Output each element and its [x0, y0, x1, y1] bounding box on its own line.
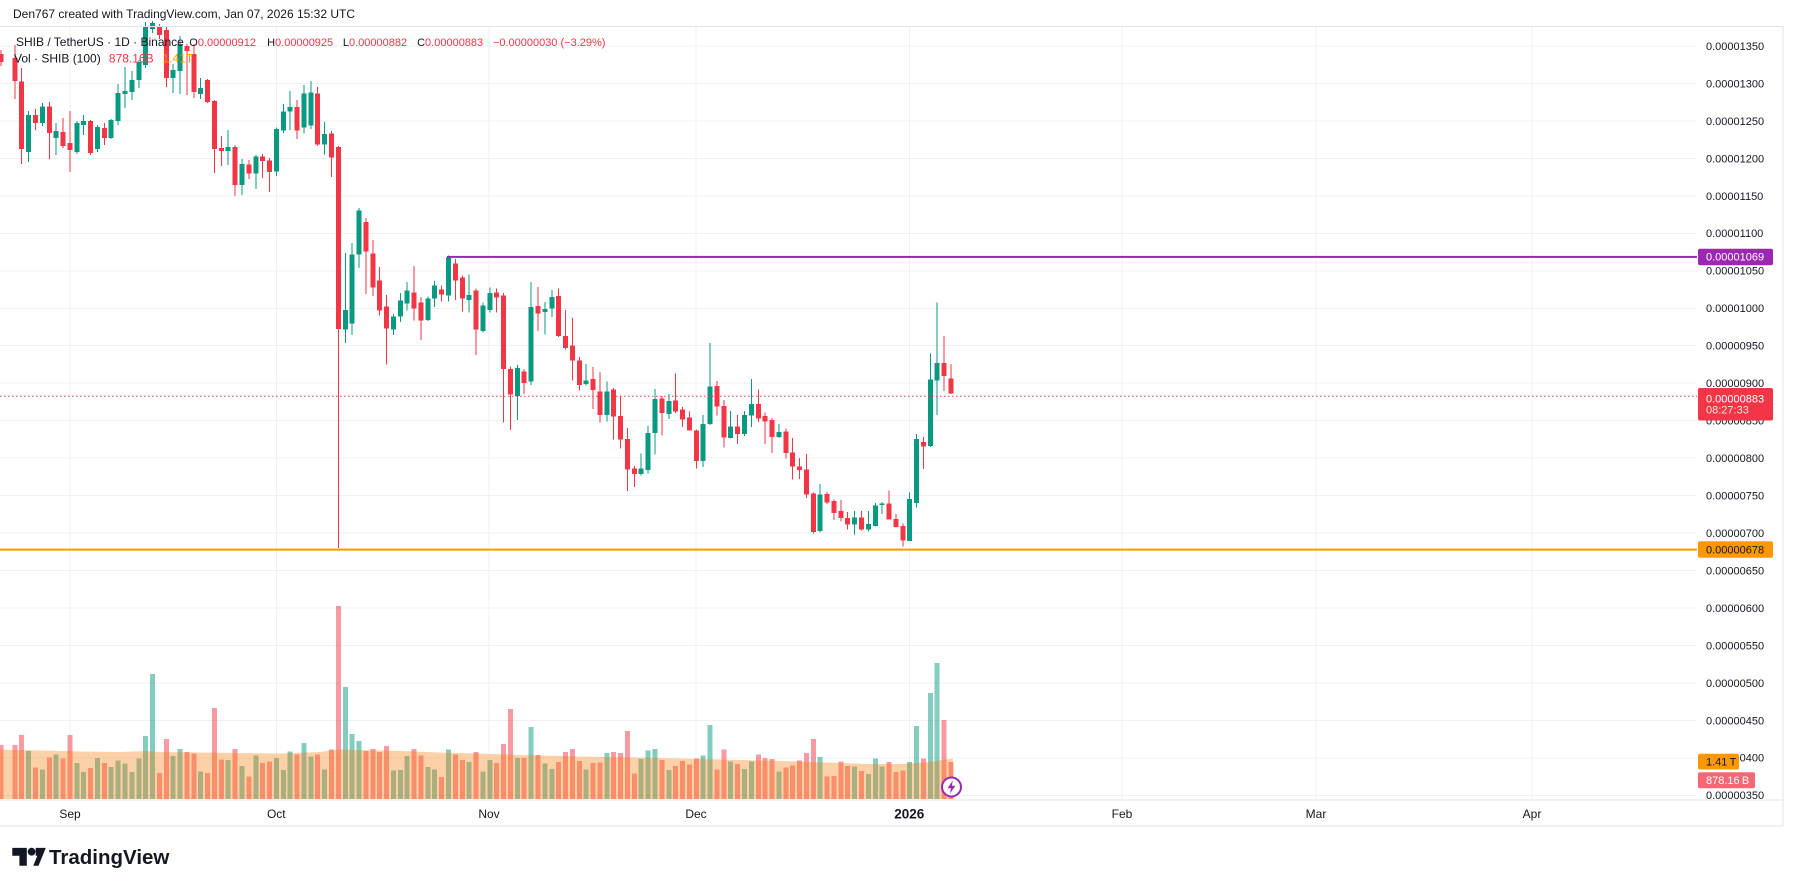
svg-text:Sep: Sep	[59, 807, 81, 821]
svg-text:0.00000678: 0.00000678	[1706, 544, 1764, 556]
svg-text:878.16 B: 878.16 B	[1706, 775, 1749, 787]
svg-text:0.00001200: 0.00001200	[1706, 153, 1764, 165]
svg-text:0.00000350: 0.00000350	[1706, 790, 1764, 802]
svg-text:0.00000900: 0.00000900	[1706, 378, 1764, 390]
svg-text:0.00000883: 0.00000883	[1706, 394, 1764, 406]
svg-text:TradingView: TradingView	[49, 846, 169, 869]
svg-text:0.00000950: 0.00000950	[1706, 341, 1764, 353]
svg-text:1.41T: 1.41T	[163, 51, 194, 65]
svg-text:H0.00000925: H0.00000925	[267, 37, 333, 49]
svg-text:0.00001250: 0.00001250	[1706, 116, 1764, 128]
svg-text:0.00001069: 0.00001069	[1706, 252, 1764, 264]
svg-text:0.00001300: 0.00001300	[1706, 78, 1764, 90]
svg-text:Apr: Apr	[1523, 807, 1542, 821]
svg-text:2026: 2026	[894, 807, 925, 822]
svg-text:0.00001150: 0.00001150	[1706, 191, 1763, 203]
svg-text:L0.00000882: L0.00000882	[343, 37, 407, 49]
svg-text:Oct: Oct	[267, 807, 286, 821]
svg-text:0.00000600: 0.00000600	[1706, 603, 1764, 615]
svg-text:0.00000650: 0.00000650	[1706, 565, 1764, 577]
svg-text:0.00000750: 0.00000750	[1706, 491, 1764, 503]
svg-text:0.00000700: 0.00000700	[1706, 528, 1764, 540]
svg-text:C0.00000883: C0.00000883	[417, 37, 483, 49]
svg-text:0.00000500: 0.00000500	[1706, 678, 1764, 690]
svg-text:Feb: Feb	[1112, 807, 1133, 821]
svg-text:Den767 created with TradingVie: Den767 created with TradingView.com, Jan…	[13, 7, 355, 21]
svg-text:Dec: Dec	[685, 807, 706, 821]
svg-text:Vol · SHIB (100): Vol · SHIB (100)	[14, 51, 101, 65]
svg-text:878.16B: 878.16B	[109, 51, 154, 65]
svg-text:0.00000800: 0.00000800	[1706, 453, 1764, 465]
svg-text:0.00001350: 0.00001350	[1706, 41, 1764, 53]
svg-text:0.00000450: 0.00000450	[1706, 715, 1764, 727]
svg-text:0.00000550: 0.00000550	[1706, 640, 1764, 652]
svg-text:1.41 T: 1.41 T	[1706, 756, 1737, 768]
svg-text:−0.00000030 (−3.29%): −0.00000030 (−3.29%)	[493, 37, 606, 49]
svg-text:0.00001050: 0.00001050	[1706, 266, 1764, 278]
svg-text:Mar: Mar	[1306, 807, 1327, 821]
svg-text:08:27:33: 08:27:33	[1706, 404, 1749, 416]
svg-text:0.00001000: 0.00001000	[1706, 303, 1764, 315]
svg-text:O0.00000912: O0.00000912	[189, 37, 256, 49]
svg-text:0.00001100: 0.00001100	[1706, 228, 1763, 240]
svg-text:SHIB / TetherUS · 1D · Binance: SHIB / TetherUS · 1D · Binance	[16, 35, 184, 49]
svg-text:Nov: Nov	[478, 807, 499, 821]
